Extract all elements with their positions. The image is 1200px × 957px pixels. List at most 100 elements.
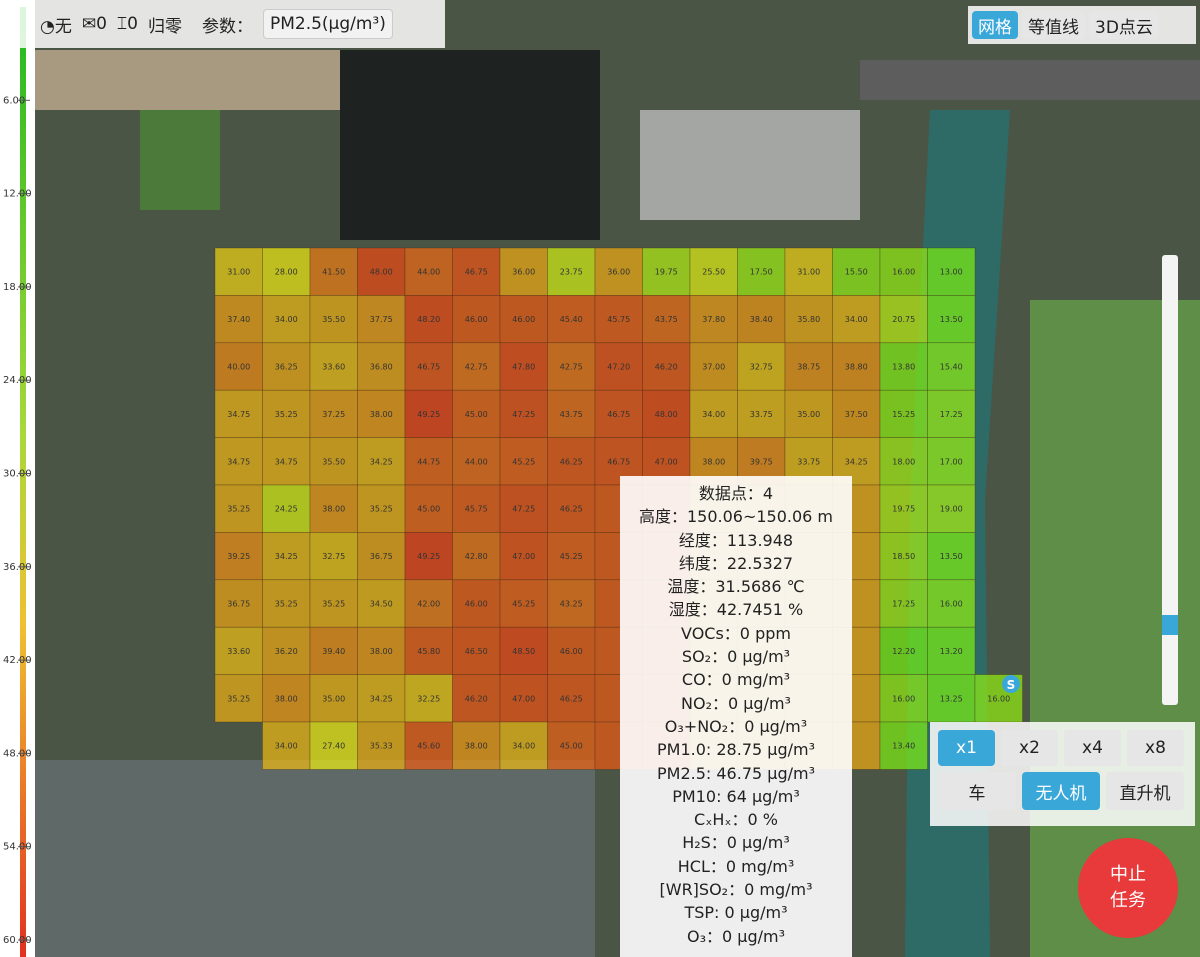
view-button[interactable]: 等值线 <box>1022 11 1085 39</box>
grid-cell <box>309 247 358 296</box>
grid-cell <box>689 247 738 296</box>
grid-cell <box>262 389 311 438</box>
cell-value: 17.25 <box>892 600 915 609</box>
cell-value: 45.80 <box>417 647 440 656</box>
cell-value: 40.00 <box>227 363 250 372</box>
cell-value: 35.50 <box>322 457 345 466</box>
cell-value: 46.25 <box>560 694 583 703</box>
cell-value: 16.00 <box>940 600 963 609</box>
grid-cell <box>452 247 501 296</box>
grid-cell <box>499 437 548 486</box>
grid-cell <box>309 674 358 723</box>
colorbar-label: 54.00 <box>3 842 32 853</box>
grid-cell <box>309 342 358 391</box>
cell-value: 37.80 <box>702 315 725 324</box>
building-shadow <box>340 50 600 240</box>
grid-cell <box>499 674 548 723</box>
cell-value: 46.75 <box>465 268 488 277</box>
grid-cell <box>214 342 263 391</box>
vehicle-button[interactable]: 直升机 <box>1106 772 1184 810</box>
cell-value: 46.00 <box>465 600 488 609</box>
marker <box>1002 675 1020 693</box>
grid-cell <box>452 532 501 581</box>
info-line: 温度：31.5686 ℃ <box>667 577 805 597</box>
vehicle-button[interactable]: 车 <box>938 772 1016 810</box>
cell-value: 16.00 <box>892 694 915 703</box>
grid-cell <box>689 295 738 344</box>
grid-cell <box>879 721 928 770</box>
cell-value: 15.50 <box>845 268 868 277</box>
cell-value: 33.75 <box>750 410 773 419</box>
grid-cell <box>452 484 501 533</box>
cell-value: 45.00 <box>465 410 488 419</box>
grid-cell <box>927 437 976 486</box>
cell-value: 34.00 <box>275 742 298 751</box>
speed-button[interactable]: x2 <box>1001 730 1058 766</box>
stop-button[interactable]: 中止 任务 <box>1078 838 1178 938</box>
reset[interactable]: 归零 <box>147 16 182 37</box>
cell-value: 15.40 <box>940 363 963 372</box>
cell-value: 19.75 <box>892 505 915 514</box>
info-line: PM10: 64 μg/m³ <box>672 786 800 806</box>
grid-cell <box>262 674 311 723</box>
cell-value: 46.00 <box>560 647 583 656</box>
grid-cell <box>309 721 358 770</box>
grid-cell <box>499 484 548 533</box>
colorbar-label: 6.00 <box>3 95 25 106</box>
cell-value: 36.20 <box>275 647 298 656</box>
cell-value: 33.60 <box>227 647 250 656</box>
grid-cell <box>452 295 501 344</box>
slider-thumb[interactable] <box>1162 615 1178 635</box>
icon-layer[interactable]: ◔无 <box>40 16 72 37</box>
slider-track[interactable] <box>1162 255 1178 705</box>
construction-site <box>35 50 355 110</box>
cell-value: 33.60 <box>322 363 345 372</box>
cell-value: 48.00 <box>370 268 393 277</box>
speed-button[interactable]: x1 <box>938 730 995 766</box>
info-line: VOCs：0 ppm <box>681 623 791 643</box>
cell-value: 18.50 <box>892 552 915 561</box>
cell-value: 13.80 <box>892 363 915 372</box>
grid-cell <box>262 721 311 770</box>
info-line: 数据点：4 <box>698 484 774 503</box>
grid-cell <box>547 626 596 675</box>
grid-cell <box>547 721 596 770</box>
info-line: 湿度：42.7451 % <box>668 600 804 620</box>
cell-value: 35.50 <box>322 315 345 324</box>
view-button[interactable]: 3D点云 <box>1089 11 1159 39</box>
cell-value: 48.00 <box>655 410 678 419</box>
vehicle-button[interactable]: 无人机 <box>1022 772 1100 810</box>
grid-cell <box>547 579 596 628</box>
cell-value: 34.75 <box>275 457 298 466</box>
cell-value: 16.00 <box>987 694 1010 703</box>
grid-cell <box>594 295 643 344</box>
grid-cell <box>357 626 406 675</box>
cell-value: 17.00 <box>940 457 963 466</box>
grid-cell <box>262 626 311 675</box>
param-select[interactable]: PM2.5(μg/m³) <box>262 9 393 39</box>
road <box>860 60 1200 100</box>
layer: 无 <box>54 16 72 37</box>
cell-value: 46.75 <box>607 457 630 466</box>
cell-value: 46.20 <box>465 694 488 703</box>
cell-value: 17.25 <box>940 410 963 419</box>
speed-button[interactable]: x8 <box>1127 730 1184 766</box>
cell-value: 32.75 <box>750 363 773 372</box>
count: 0 <box>127 14 138 34</box>
grid-cell <box>357 247 406 296</box>
info-line: CₓHₓ：0 % <box>694 810 778 830</box>
cell-value: 28.00 <box>275 268 298 277</box>
cell-value: 37.25 <box>322 410 345 419</box>
grid-cell <box>404 626 453 675</box>
grid-cell <box>547 342 596 391</box>
speed-button[interactable]: x4 <box>1064 730 1121 766</box>
grid-cell <box>214 674 263 723</box>
grid-cell <box>832 389 881 438</box>
grid-cell <box>262 532 311 581</box>
info-popup: 数据点：4 高度：150.06~150.06 m 经度：113.948 纬度：22.5… <box>620 476 852 957</box>
view-button[interactable]: 网格 <box>972 11 1018 39</box>
grid-cell <box>499 532 548 581</box>
grid-cell <box>879 626 928 675</box>
cell-value: 34.25 <box>370 694 393 703</box>
